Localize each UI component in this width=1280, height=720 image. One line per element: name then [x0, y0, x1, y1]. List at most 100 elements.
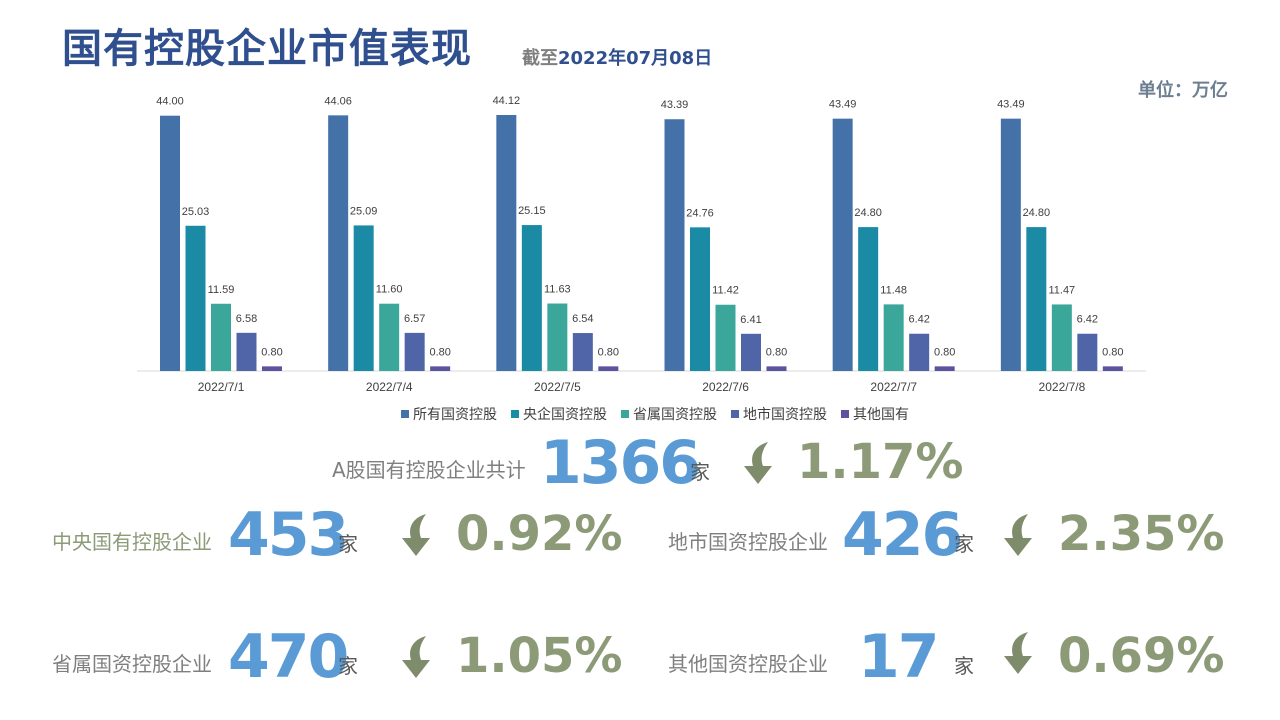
legend-label: 其他国有 [853, 407, 909, 423]
data-label: 24.76 [686, 207, 714, 219]
legend-label: 央企国资控股 [523, 407, 607, 423]
bar [934, 366, 955, 371]
bar [547, 303, 568, 371]
stat-other-count: 17 [858, 622, 939, 692]
data-label: 25.09 [350, 205, 378, 217]
bar [690, 227, 710, 371]
data-label: 24.80 [1023, 207, 1051, 219]
bar [160, 115, 180, 371]
down-arrow-icon [402, 514, 430, 556]
down-arrow-icon [1004, 514, 1032, 556]
stat-other-label: 其他国资控股企业 [668, 652, 828, 676]
x-tick-label: 2022/7/4 [366, 380, 413, 394]
legend-item: 其他国有 [841, 404, 909, 424]
down-arrow-icon [402, 636, 430, 678]
bar [521, 225, 542, 371]
data-label: 0.80 [598, 346, 619, 358]
legend-swatch-municipal [731, 410, 739, 418]
chart-legend: 所有国资控股 央企国资控股 省属国资控股 地市国资控股 其他国有 [0, 404, 1280, 424]
data-label: 0.80 [429, 346, 450, 358]
subtitle-date: 2022年07月08日 [558, 48, 713, 69]
data-label: 6.41 [740, 314, 761, 326]
bar [1051, 304, 1072, 371]
bar [236, 332, 257, 371]
legend-label: 所有国资控股 [413, 407, 497, 423]
legend-swatch-other [841, 410, 849, 418]
bar [883, 304, 904, 371]
legend-swatch-provincial [621, 410, 629, 418]
bar [430, 366, 451, 371]
bar [1102, 366, 1123, 371]
bar [404, 332, 425, 371]
data-label: 6.57 [404, 313, 425, 325]
unit-label: 单位：万亿 [1138, 80, 1228, 101]
legend-label: 地市国资控股 [743, 407, 827, 423]
bar [185, 225, 206, 371]
stat-total-change: 1.17% [797, 434, 964, 490]
page-subtitle: 截至2022年07月08日 [522, 44, 712, 70]
data-label: 11.47 [1048, 284, 1075, 296]
stat-provincial-label: 省属国资控股企业 [52, 652, 212, 676]
bar [1077, 333, 1098, 371]
bar [832, 118, 853, 371]
bar [766, 366, 787, 371]
stat-municipal-unit: 家 [954, 532, 974, 556]
bar [353, 225, 374, 371]
legend-item: 央企国资控股 [511, 404, 607, 424]
stat-central-count: 453 [228, 500, 349, 570]
data-label: 44.12 [493, 95, 521, 107]
page-title: 国有控股企业市值表现 [62, 26, 472, 72]
data-label: 43.49 [829, 99, 857, 111]
bar [741, 333, 761, 371]
stat-other-unit: 家 [954, 654, 974, 678]
data-label: 11.60 [376, 284, 403, 296]
data-label: 11.63 [544, 284, 571, 296]
stat-municipal-label: 地市国资控股企业 [668, 530, 828, 554]
stat-central-label: 中央国有控股企业 [52, 530, 212, 554]
data-label: 6.54 [572, 313, 593, 325]
bar [496, 115, 517, 371]
bar [1026, 227, 1047, 371]
data-label: 6.42 [1077, 314, 1098, 326]
stat-other-change: 0.69% [1058, 628, 1225, 684]
stat-provincial-unit: 家 [338, 654, 358, 678]
data-label: 24.80 [854, 207, 882, 219]
data-label: 25.15 [518, 205, 546, 217]
stat-provincial-change: 1.05% [456, 628, 623, 684]
bar [328, 115, 349, 371]
data-label: 25.03 [182, 206, 210, 218]
bar [598, 366, 619, 371]
stat-total-label: A股国有控股企业共计 [332, 458, 526, 482]
stat-municipal-count: 426 [842, 500, 963, 570]
down-arrow-icon [1004, 632, 1032, 674]
stat-municipal-change: 2.35% [1058, 506, 1225, 562]
data-label: 6.58 [236, 313, 257, 325]
subtitle-prefix: 截至 [522, 48, 558, 69]
bar [572, 333, 593, 371]
legend-item: 地市国资控股 [731, 404, 827, 424]
x-tick-label: 2022/7/1 [198, 380, 245, 394]
stat-total-unit: 家 [690, 460, 710, 484]
bar [715, 304, 736, 371]
stat-central-unit: 家 [338, 532, 358, 556]
data-label: 0.80 [766, 346, 787, 358]
bar [1000, 118, 1021, 371]
legend-swatch-central [511, 410, 519, 418]
bar [211, 303, 231, 371]
bar [909, 333, 930, 371]
data-label: 0.80 [934, 346, 955, 358]
x-tick-label: 2022/7/6 [702, 380, 749, 394]
x-tick-label: 2022/7/7 [870, 380, 917, 394]
bar [379, 303, 400, 371]
data-label: 0.80 [261, 346, 282, 358]
bar [262, 366, 282, 371]
legend-item: 所有国资控股 [401, 404, 497, 424]
stat-central-change: 0.92% [456, 506, 623, 562]
data-label: 43.39 [661, 99, 689, 111]
legend-item: 省属国资控股 [621, 404, 717, 424]
data-label: 43.49 [997, 99, 1025, 111]
x-tick-label: 2022/7/8 [1039, 380, 1086, 394]
data-label: 0.80 [1102, 346, 1123, 358]
bar [664, 119, 685, 371]
stat-total-count: 1366 [540, 428, 701, 498]
